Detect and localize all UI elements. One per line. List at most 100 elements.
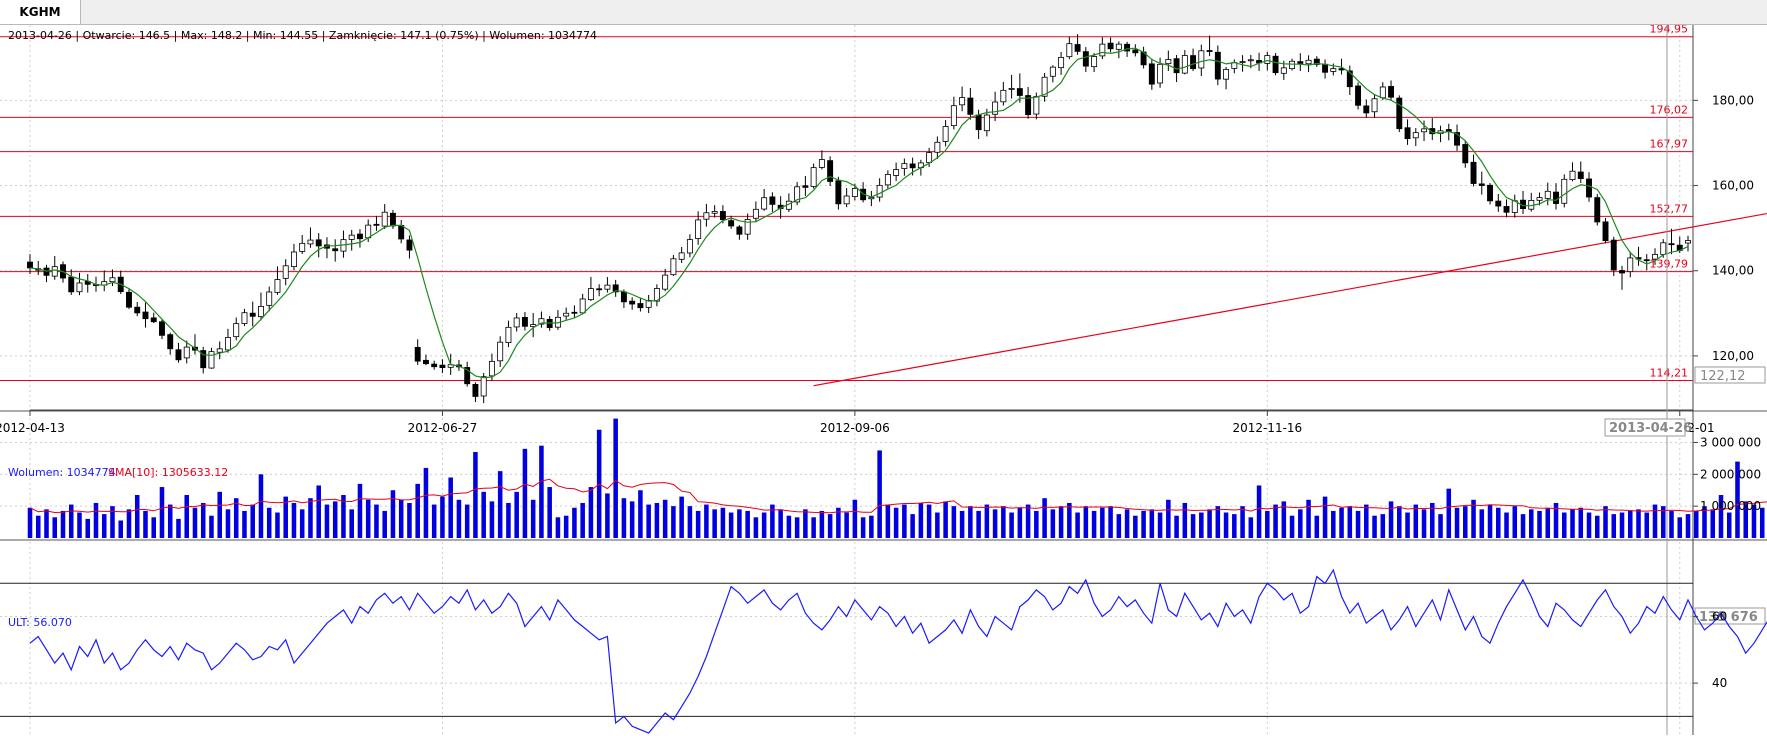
- volume-bar: [1034, 510, 1039, 538]
- volume-bar: [1322, 496, 1328, 538]
- candle-body: [1033, 96, 1040, 115]
- volume-bar: [126, 509, 132, 538]
- candle-body: [488, 360, 495, 377]
- volume-bar: [1017, 507, 1023, 538]
- volume-bar: [745, 510, 750, 538]
- volume-bar: [374, 504, 379, 538]
- volume-bar: [869, 515, 874, 538]
- volume-bar: [176, 518, 181, 538]
- candle-body: [1379, 86, 1386, 99]
- volume-bar: [547, 487, 552, 538]
- volume-bar: [1471, 499, 1476, 538]
- candle-body: [1041, 76, 1048, 97]
- candle-body: [1330, 68, 1337, 72]
- volume-bar: [1751, 504, 1757, 538]
- volume-bar: [1265, 510, 1270, 538]
- volume-bar: [1693, 510, 1699, 538]
- price-tick-label: 180,00: [1712, 93, 1754, 107]
- level-label: 152,77: [1650, 202, 1689, 215]
- candle-body: [1206, 50, 1213, 52]
- volume-bar: [918, 502, 924, 538]
- volume-bar: [1726, 512, 1732, 538]
- volume-bar: [1405, 512, 1410, 538]
- candle-body: [629, 300, 636, 305]
- stock-chart[interactable]: 120,00 140,00 160,00 180,00 194,95 176,02 167…: [0, 23, 1767, 735]
- volume-bar: [1273, 504, 1278, 538]
- candle-body: [934, 141, 941, 153]
- volume-bar: [893, 507, 899, 538]
- candle-body: [1553, 191, 1559, 204]
- candle-body: [1503, 206, 1510, 213]
- volume-bar: [101, 514, 107, 538]
- candle-body: [1066, 43, 1073, 58]
- volume-bar: [167, 504, 173, 538]
- volume-bar: [1042, 498, 1047, 538]
- chart-area[interactable]: 120,00 140,00 160,00 180,00 194,95 176,02 167…: [0, 23, 1767, 739]
- volume-bar: [365, 499, 371, 538]
- candle-body: [637, 303, 644, 309]
- candle-body: [1297, 61, 1304, 64]
- candle-body: [1610, 239, 1617, 271]
- ohlc-info-line: 2013-04-26 | Otwarcie: 146.5 | Max: 148.…: [8, 29, 597, 42]
- volume-bar: [1149, 509, 1155, 538]
- volume-bars: [27, 418, 1765, 538]
- candle-body: [1181, 55, 1188, 74]
- volume-bar: [1512, 506, 1518, 538]
- volume-bar: [770, 504, 775, 538]
- candle-body: [1643, 259, 1650, 262]
- volume-bar: [200, 502, 206, 538]
- volume-bar: [1603, 506, 1608, 538]
- volume-bar: [1232, 514, 1237, 538]
- volume-bar: [621, 498, 627, 538]
- volume-bar: [143, 510, 148, 538]
- date-tick-label: 2012-04-13: [0, 421, 65, 435]
- level-label: 139,79: [1650, 258, 1689, 271]
- tab-kghm[interactable]: KGHM: [0, 0, 81, 24]
- volume-bar: [827, 514, 833, 538]
- price-tick-label: 160,00: [1712, 179, 1754, 193]
- volume-bar: [1413, 504, 1419, 538]
- candle-body: [942, 126, 949, 142]
- volume-bar: [1479, 509, 1485, 538]
- candle-body: [1470, 161, 1477, 184]
- volume-bar: [968, 506, 973, 538]
- volume-bar: [1190, 514, 1196, 538]
- candle-body: [1289, 60, 1296, 70]
- volume-bar: [225, 509, 231, 538]
- volume-bar: [926, 504, 932, 538]
- volume-bar: [902, 504, 907, 538]
- volume-bar: [836, 507, 841, 538]
- volume-bar: [192, 507, 198, 538]
- volume-bar: [629, 501, 635, 538]
- volume-bar: [844, 512, 849, 538]
- candle-body: [769, 196, 776, 205]
- volume-bar: [1058, 506, 1064, 538]
- volume-bar: [1759, 507, 1765, 538]
- crosshair-date-label: 2013-04-26: [1609, 421, 1692, 436]
- candle-body: [1561, 178, 1568, 204]
- candle-body: [909, 163, 916, 169]
- candle-body: [282, 265, 289, 279]
- volume-bar: [1685, 514, 1691, 538]
- volume-bar: [291, 502, 297, 538]
- volume-bar: [1537, 510, 1542, 538]
- volume-bar: [1248, 517, 1254, 538]
- candle-body: [596, 288, 603, 291]
- candle-body: [752, 208, 759, 219]
- candle-body: [794, 186, 801, 203]
- level-label: 176,02: [1650, 103, 1689, 116]
- volume-bar: [1339, 507, 1344, 538]
- candle-body: [802, 185, 809, 188]
- volume-bar: [1446, 488, 1452, 538]
- volume-bar: [1430, 502, 1435, 538]
- volume-bar: [1355, 510, 1361, 538]
- candle-body: [1421, 128, 1427, 133]
- candle-body: [967, 97, 974, 115]
- candle-body: [670, 258, 677, 276]
- candle-body: [274, 279, 281, 293]
- volume-bar: [1735, 461, 1740, 538]
- candle-body: [1371, 98, 1378, 113]
- volume-bar: [638, 490, 643, 538]
- volume-bar: [1075, 512, 1080, 538]
- candle-body: [299, 242, 306, 252]
